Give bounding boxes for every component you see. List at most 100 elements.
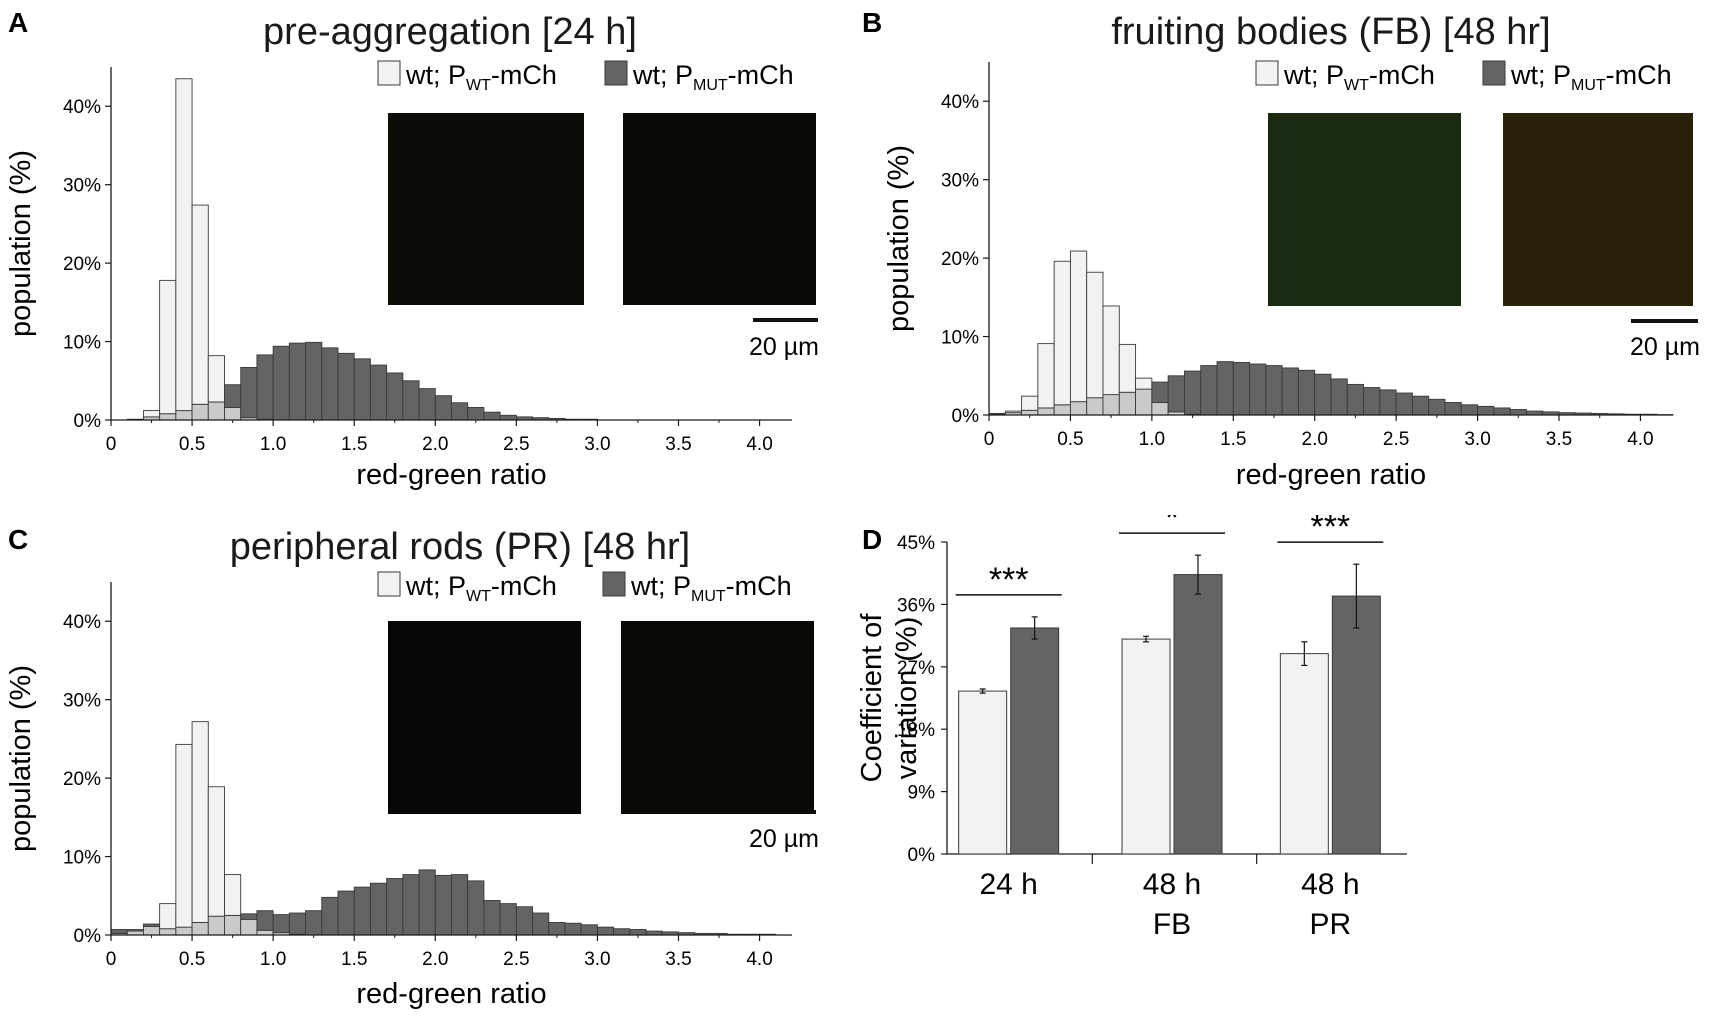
bar-mut xyxy=(1445,402,1461,415)
bar-mut xyxy=(354,359,370,420)
bar-mut xyxy=(1429,399,1445,415)
bar-mut xyxy=(1266,366,1282,415)
x-axis-label: red-green ratio xyxy=(1236,459,1426,490)
x-tick-label: 3.5 xyxy=(1546,429,1572,450)
bar-mut xyxy=(241,914,257,919)
y-tick-label: 40% xyxy=(63,97,101,118)
legend-swatch-mut xyxy=(603,572,625,596)
bar-wt xyxy=(1054,261,1070,405)
bar-mut xyxy=(225,385,241,408)
bar-overlap xyxy=(160,414,176,420)
bar-mut xyxy=(322,348,338,420)
micrograph-wt-b xyxy=(1268,113,1461,306)
x-tick-label: 0.5 xyxy=(179,949,205,970)
bar-mut xyxy=(1315,374,1331,415)
legend-swatch-wt xyxy=(1256,61,1278,85)
bar-mut xyxy=(273,915,289,933)
y-axis-label: population (%) xyxy=(883,145,915,332)
category-label-line2: FB xyxy=(1153,908,1191,941)
x-tick-label: 3.0 xyxy=(1464,429,1490,450)
x-axis-label: red-green ratio xyxy=(356,459,546,490)
bar-mut xyxy=(989,413,1005,414)
x-tick-label: 1.0 xyxy=(260,949,286,970)
bar-mut xyxy=(306,342,322,420)
bar-mut xyxy=(403,875,419,935)
micrograph-mut-a xyxy=(623,113,816,305)
bar-mut xyxy=(614,929,630,935)
x-tick-label: 2.0 xyxy=(1302,429,1328,450)
bar-mut xyxy=(1174,575,1222,854)
bar-mut xyxy=(1298,370,1314,415)
panel-letter: B xyxy=(862,7,882,38)
bar-mut xyxy=(1233,362,1249,415)
bar-overlap xyxy=(1087,398,1103,415)
bar-mut xyxy=(500,904,516,935)
bar-overlap xyxy=(257,930,273,935)
micrograph-wt-c xyxy=(388,621,581,814)
bar-mut xyxy=(565,923,581,935)
significance-label: *** xyxy=(989,561,1029,599)
y-tick-label: 40% xyxy=(941,92,979,113)
bar-mut xyxy=(273,346,289,420)
bar-mut xyxy=(338,353,354,420)
x-tick-label: 4.0 xyxy=(746,434,772,455)
bar-mut xyxy=(533,913,549,935)
bar-mut xyxy=(1217,362,1233,415)
x-tick-label: 0 xyxy=(106,949,117,970)
bar-mut xyxy=(1282,368,1298,415)
x-tick-label: 1.5 xyxy=(341,949,367,970)
bar-mut xyxy=(306,911,322,935)
bar-mut xyxy=(516,907,532,935)
bar-overlap xyxy=(1103,395,1119,415)
bar-overlap xyxy=(192,922,208,935)
x-tick-label: 4.0 xyxy=(746,949,772,970)
bar-overlap xyxy=(1054,405,1070,415)
y-tick-label: 10% xyxy=(63,333,101,354)
bar-overlap xyxy=(1070,402,1086,415)
significance-label: * xyxy=(1165,515,1178,537)
x-tick-label: 3.0 xyxy=(584,949,610,970)
x-tick-label: 2.5 xyxy=(503,949,529,970)
bar-mut xyxy=(257,355,273,419)
category-label: 48 h xyxy=(1143,868,1201,901)
bar-mut xyxy=(143,924,159,926)
micrograph-mut-c xyxy=(621,621,814,814)
bar-mut xyxy=(597,927,613,935)
bar-mut xyxy=(289,913,305,934)
bar-mut xyxy=(1250,364,1266,415)
bar-mut xyxy=(419,870,435,935)
bar-wt xyxy=(1087,272,1103,398)
y-tick-label: 0% xyxy=(74,926,102,947)
bar-wt xyxy=(1038,344,1054,408)
bar-wt xyxy=(1070,251,1086,402)
bar-mut xyxy=(387,879,403,935)
bar-mut xyxy=(1461,405,1477,415)
bar-mut xyxy=(1152,382,1168,402)
y-tick-label: 10% xyxy=(63,848,101,869)
bar-overlap xyxy=(176,927,192,935)
bar-mut xyxy=(403,381,419,420)
bar-mut xyxy=(1510,410,1526,415)
bar-mut xyxy=(435,396,451,420)
bar-mut xyxy=(1347,384,1363,415)
x-tick-label: 3.5 xyxy=(665,949,691,970)
y-tick-label: 0% xyxy=(952,406,980,427)
bar-overlap xyxy=(1022,410,1038,415)
micrograph-mut-b xyxy=(1503,113,1693,306)
legend-label-wt: wt; PWT-mCh xyxy=(405,571,557,605)
bar-mut xyxy=(484,900,500,935)
x-axis-label: red-green ratio xyxy=(356,978,546,1010)
y-tick-label: 0% xyxy=(908,845,936,866)
y-axis-label: population (%) xyxy=(5,665,37,852)
scale-bar-label: 20 µm xyxy=(1630,333,1700,361)
bar-wt xyxy=(1280,654,1328,854)
x-tick-label: 1.5 xyxy=(1220,429,1246,450)
y-tick-label: 20% xyxy=(63,769,101,790)
y-tick-label: 40% xyxy=(63,612,101,633)
bar-overlap xyxy=(241,919,257,935)
bar-mut xyxy=(1184,371,1200,414)
bar-wt xyxy=(1103,306,1119,395)
bar-mut xyxy=(1478,406,1494,415)
